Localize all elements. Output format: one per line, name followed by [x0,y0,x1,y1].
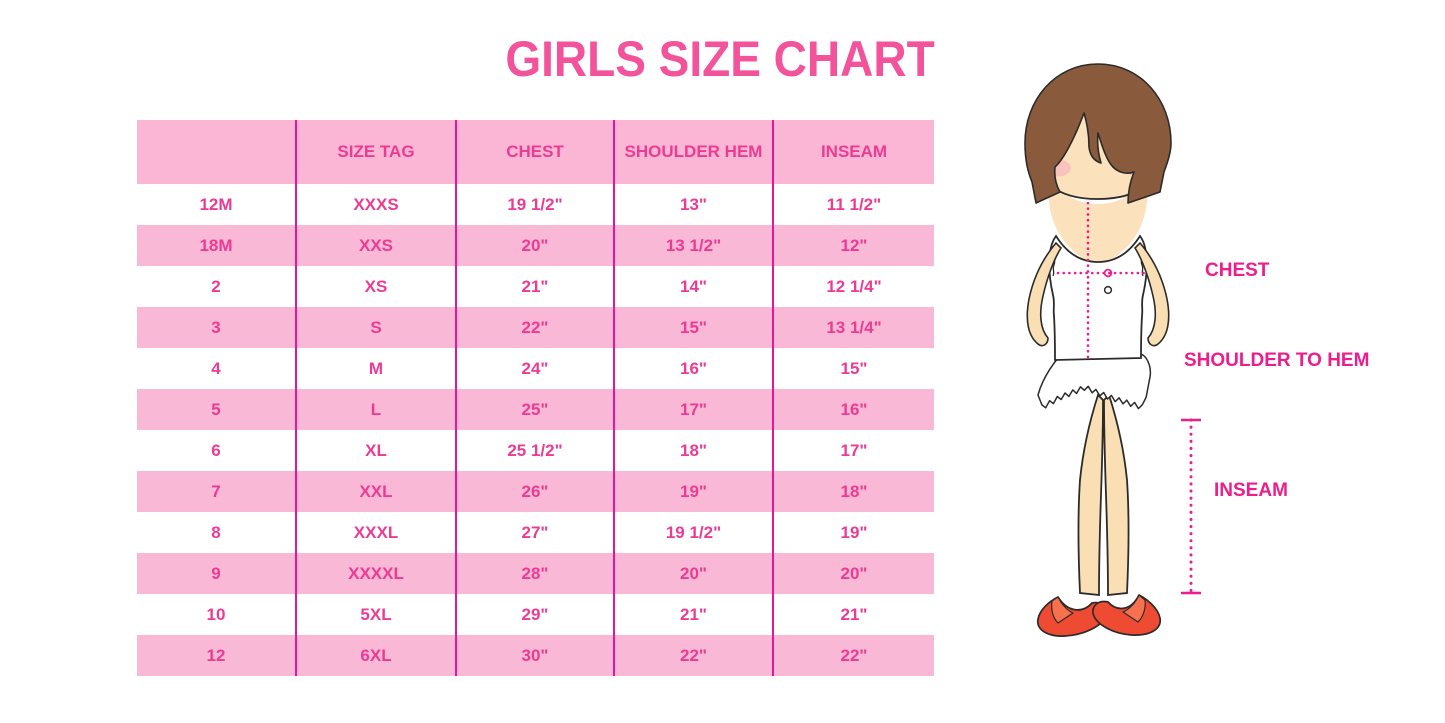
svg-text:CHEST: CHEST [1205,260,1270,281]
svg-text:INSEAM: INSEAM [1214,480,1288,501]
svg-text:SHOULDER TO HEM: SHOULDER TO HEM [1184,350,1369,371]
